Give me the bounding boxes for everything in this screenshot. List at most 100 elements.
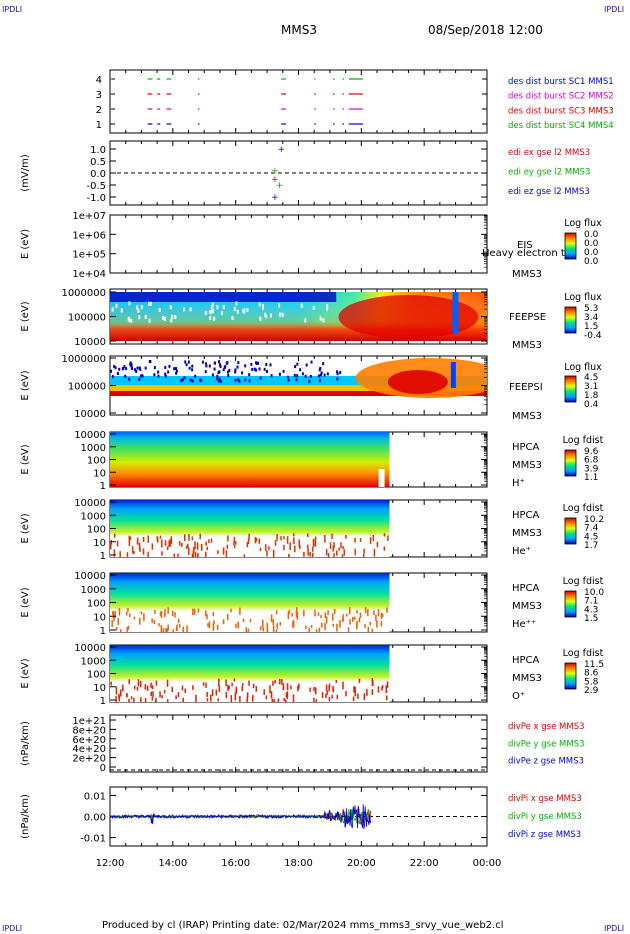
feepsi-speckle — [219, 365, 222, 369]
edi-legend-item: edi ey gse l2 MMS3 — [508, 167, 590, 177]
hpca_he-speckle — [314, 536, 317, 541]
hpca_hepp-speckle — [347, 627, 350, 632]
feepsi-speckle — [218, 379, 221, 383]
feepse-gap-speckle — [213, 316, 216, 321]
feepse-gap-speckle — [169, 305, 172, 310]
hpca_he-speckle — [208, 539, 210, 544]
hpca_hepp-speckle — [295, 609, 298, 618]
feepsi-speckle — [336, 370, 339, 374]
hpca_he-panel-label: HPCA — [512, 510, 540, 521]
hpca_hepp-speckle — [160, 611, 163, 618]
hpca_o-speckle — [325, 693, 327, 699]
hpca_h-panel-label: H⁺ — [512, 478, 525, 489]
hpca_he-speckle — [387, 535, 389, 541]
feepsi-speckle — [241, 371, 244, 375]
divpi-legend-item: divPi z gse MMS3 — [508, 830, 581, 840]
hpca_hepp-panel-label: HPCA — [512, 583, 540, 594]
divpi-series-line — [109, 804, 372, 829]
feepsi-speckle — [211, 373, 214, 377]
hpca_he-speckle — [110, 542, 112, 550]
feepse-gap-speckle — [115, 303, 118, 308]
hpca_he-speckle — [187, 543, 189, 549]
feepsi-speckle — [153, 373, 156, 377]
hpca_he-speckle — [188, 534, 190, 541]
datetime-title: 08/Sep/2018 12:00 — [428, 23, 543, 37]
feepse-colorbar-tick: 3.4 — [584, 313, 599, 323]
hpca_hepp-speckle — [139, 617, 141, 625]
hpca_he-speckle — [343, 549, 346, 556]
feepsi-speckle — [301, 372, 304, 376]
hpca_hepp-speckle — [386, 607, 388, 613]
feepsi-speckle — [323, 373, 326, 377]
feepsi-speckle — [128, 377, 131, 381]
hpca_o-speckle — [139, 680, 142, 688]
hpca_he-speckle — [142, 536, 145, 542]
feepsi-speckle — [227, 374, 230, 378]
feepsi-speckle — [244, 378, 247, 382]
divpe-frame — [109, 714, 488, 773]
xtick-label: 16:00 — [221, 858, 250, 869]
feepsi-speckle — [265, 369, 268, 373]
burst-ytick-label: 1 — [96, 120, 102, 131]
feepsi-speckle — [122, 367, 125, 371]
eis-ytick-label: 1e+04 — [72, 269, 106, 280]
hpca_o-speckle — [128, 698, 130, 702]
hpca_he-speckle — [184, 534, 186, 542]
hpca_he-ytick-label: 10 — [93, 538, 106, 549]
feepsi-speckle — [199, 378, 202, 382]
feepsi-speckle — [111, 375, 114, 379]
hpca_hepp-speckle — [151, 618, 153, 623]
hpca_o-speckle — [166, 699, 169, 702]
eis-overlay-label: Heavy electron to — [482, 248, 571, 259]
hpca_hepp-speckle — [353, 616, 356, 620]
feepsi-speckle — [130, 362, 133, 366]
hpca_o-speckle — [336, 694, 339, 700]
hpca_o-speckle — [206, 698, 209, 702]
hpca_he-speckle — [376, 541, 379, 548]
feepsi-speckle — [200, 378, 203, 382]
hpca_o-ytick-label: 1 — [100, 696, 106, 707]
hpca_he-speckle — [324, 534, 326, 543]
feepsi-speckle — [164, 374, 167, 378]
feepsi-speckle — [318, 378, 321, 382]
hpca_o-speckle — [184, 688, 186, 694]
hpca_he-speckle — [156, 537, 159, 543]
hpca_hepp-speckle — [262, 627, 265, 632]
feepse-gap-speckle — [326, 306, 329, 311]
feepsi-speckle — [201, 360, 204, 364]
hpca_he-speckle — [235, 541, 237, 545]
hpca_he-speckle — [247, 538, 250, 544]
hpca_hepp-speckle — [275, 610, 278, 615]
feepsi-speckle — [336, 377, 339, 381]
feepsi-speckle — [309, 375, 312, 379]
feepse-gap-speckle — [211, 308, 214, 313]
hpca_o-speckle — [255, 686, 258, 692]
hpca_o-speckle — [181, 685, 184, 691]
hpca_hepp-speckle — [213, 620, 215, 625]
divpe-ytick-label: 1e+21 — [72, 716, 106, 727]
hpca_he-speckle — [113, 533, 116, 538]
feepse-gap-speckle — [138, 315, 141, 320]
hpca_hepp-speckle — [153, 619, 156, 624]
edi-data-point: + — [276, 181, 284, 191]
hpca_hepp-speckle — [324, 623, 326, 631]
hpca_he-speckle — [369, 537, 372, 544]
hpca_hepp-speckle — [177, 618, 180, 624]
feepsi-speckle — [319, 366, 322, 370]
feepsi-speckle — [308, 379, 311, 383]
hpca_o-speckle — [273, 698, 275, 702]
hpca_h-colorbar-tick: 9.6 — [584, 447, 599, 457]
hpca_o-speckle — [271, 698, 274, 702]
feepsi-speckle — [216, 374, 219, 378]
hpca_he-speckle — [312, 546, 314, 552]
hpca_hepp-speckle — [276, 623, 278, 630]
hpca_hepp-speckle — [315, 629, 318, 632]
hpca_he-speckle — [266, 550, 268, 557]
hpca_o-speckle — [282, 683, 285, 691]
hpca_o-speckle — [234, 692, 237, 701]
feepse-gap-speckle — [312, 305, 315, 310]
edi-ytick-label: 1.0 — [90, 145, 106, 156]
hpca_hepp-ytick-label: 10 — [93, 612, 106, 623]
hpca_hepp-speckle — [222, 619, 225, 625]
feepsi-speckle — [157, 374, 160, 378]
